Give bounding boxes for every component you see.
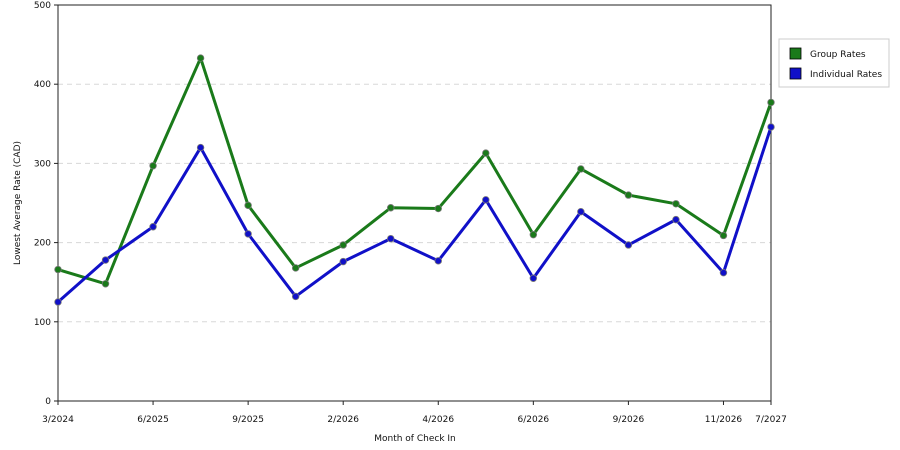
x-tick-label: 9/2026 [613,415,645,425]
data-point [529,274,538,282]
data-point [101,280,110,288]
legend-label: Individual Rates [810,70,882,80]
x-tick-label: 11/2026 [705,415,743,425]
x-tick-label: 6/2026 [517,415,549,425]
data-point [101,256,110,264]
data-point [577,208,585,216]
x-tick-label: 3/2024 [42,415,74,425]
data-point [339,257,347,266]
data-point [672,215,680,224]
data-point [54,265,62,274]
data-point [149,162,157,170]
x-tick-label: 6/2025 [137,415,169,425]
data-point [244,230,252,238]
data-point [624,241,633,249]
data-point [719,231,728,240]
y-tick-label: 500 [34,1,51,11]
y-tick-label: 200 [34,239,51,249]
axes: 0 100 200 300 400 500 3/2024 6/2025 9/2025 2/2026… [34,1,787,425]
x-axis-title: Month of Check In [374,434,456,444]
series [54,54,775,306]
series-line [56,56,773,286]
plot-frame [57,4,772,402]
data-point [291,292,300,301]
data-point [719,268,728,277]
x-tick-label: 7/2027 [755,415,787,425]
x-tick-label: 4/2026 [422,415,454,425]
data-point [387,204,395,212]
legend-label: Group Rates [810,50,866,60]
data-point [624,191,633,199]
data-point [339,241,347,249]
x-tick-label: 9/2025 [232,415,264,425]
data-point [482,149,490,157]
y-tick-label: 100 [34,318,51,328]
x-tick-label: 2/2026 [327,415,359,425]
data-point [672,200,680,208]
data-point [149,223,157,231]
data-point [434,204,442,213]
series-line [56,125,773,304]
data-point [482,196,490,204]
gridlines [58,83,771,323]
legend-swatch [789,67,802,80]
data-point [767,123,775,131]
data-point [387,234,395,243]
y-tick-label: 0 [45,397,51,407]
y-axis-title: Lowest Average Rate (CAD) [13,141,23,265]
data-point [767,98,775,107]
y-tick-label: 300 [34,159,51,169]
data-point [54,298,62,306]
legend: Group Rates Individual Rates [778,38,890,88]
data-point [434,257,442,265]
data-point [196,143,205,152]
series-group-rates [54,54,775,288]
data-point [196,54,205,62]
legend-swatch [789,47,802,60]
data-point [577,165,585,173]
data-point [291,264,300,272]
data-point [244,201,252,210]
data-point [529,230,538,239]
series-individual-rates [54,123,775,306]
y-tick-label: 400 [34,80,51,90]
